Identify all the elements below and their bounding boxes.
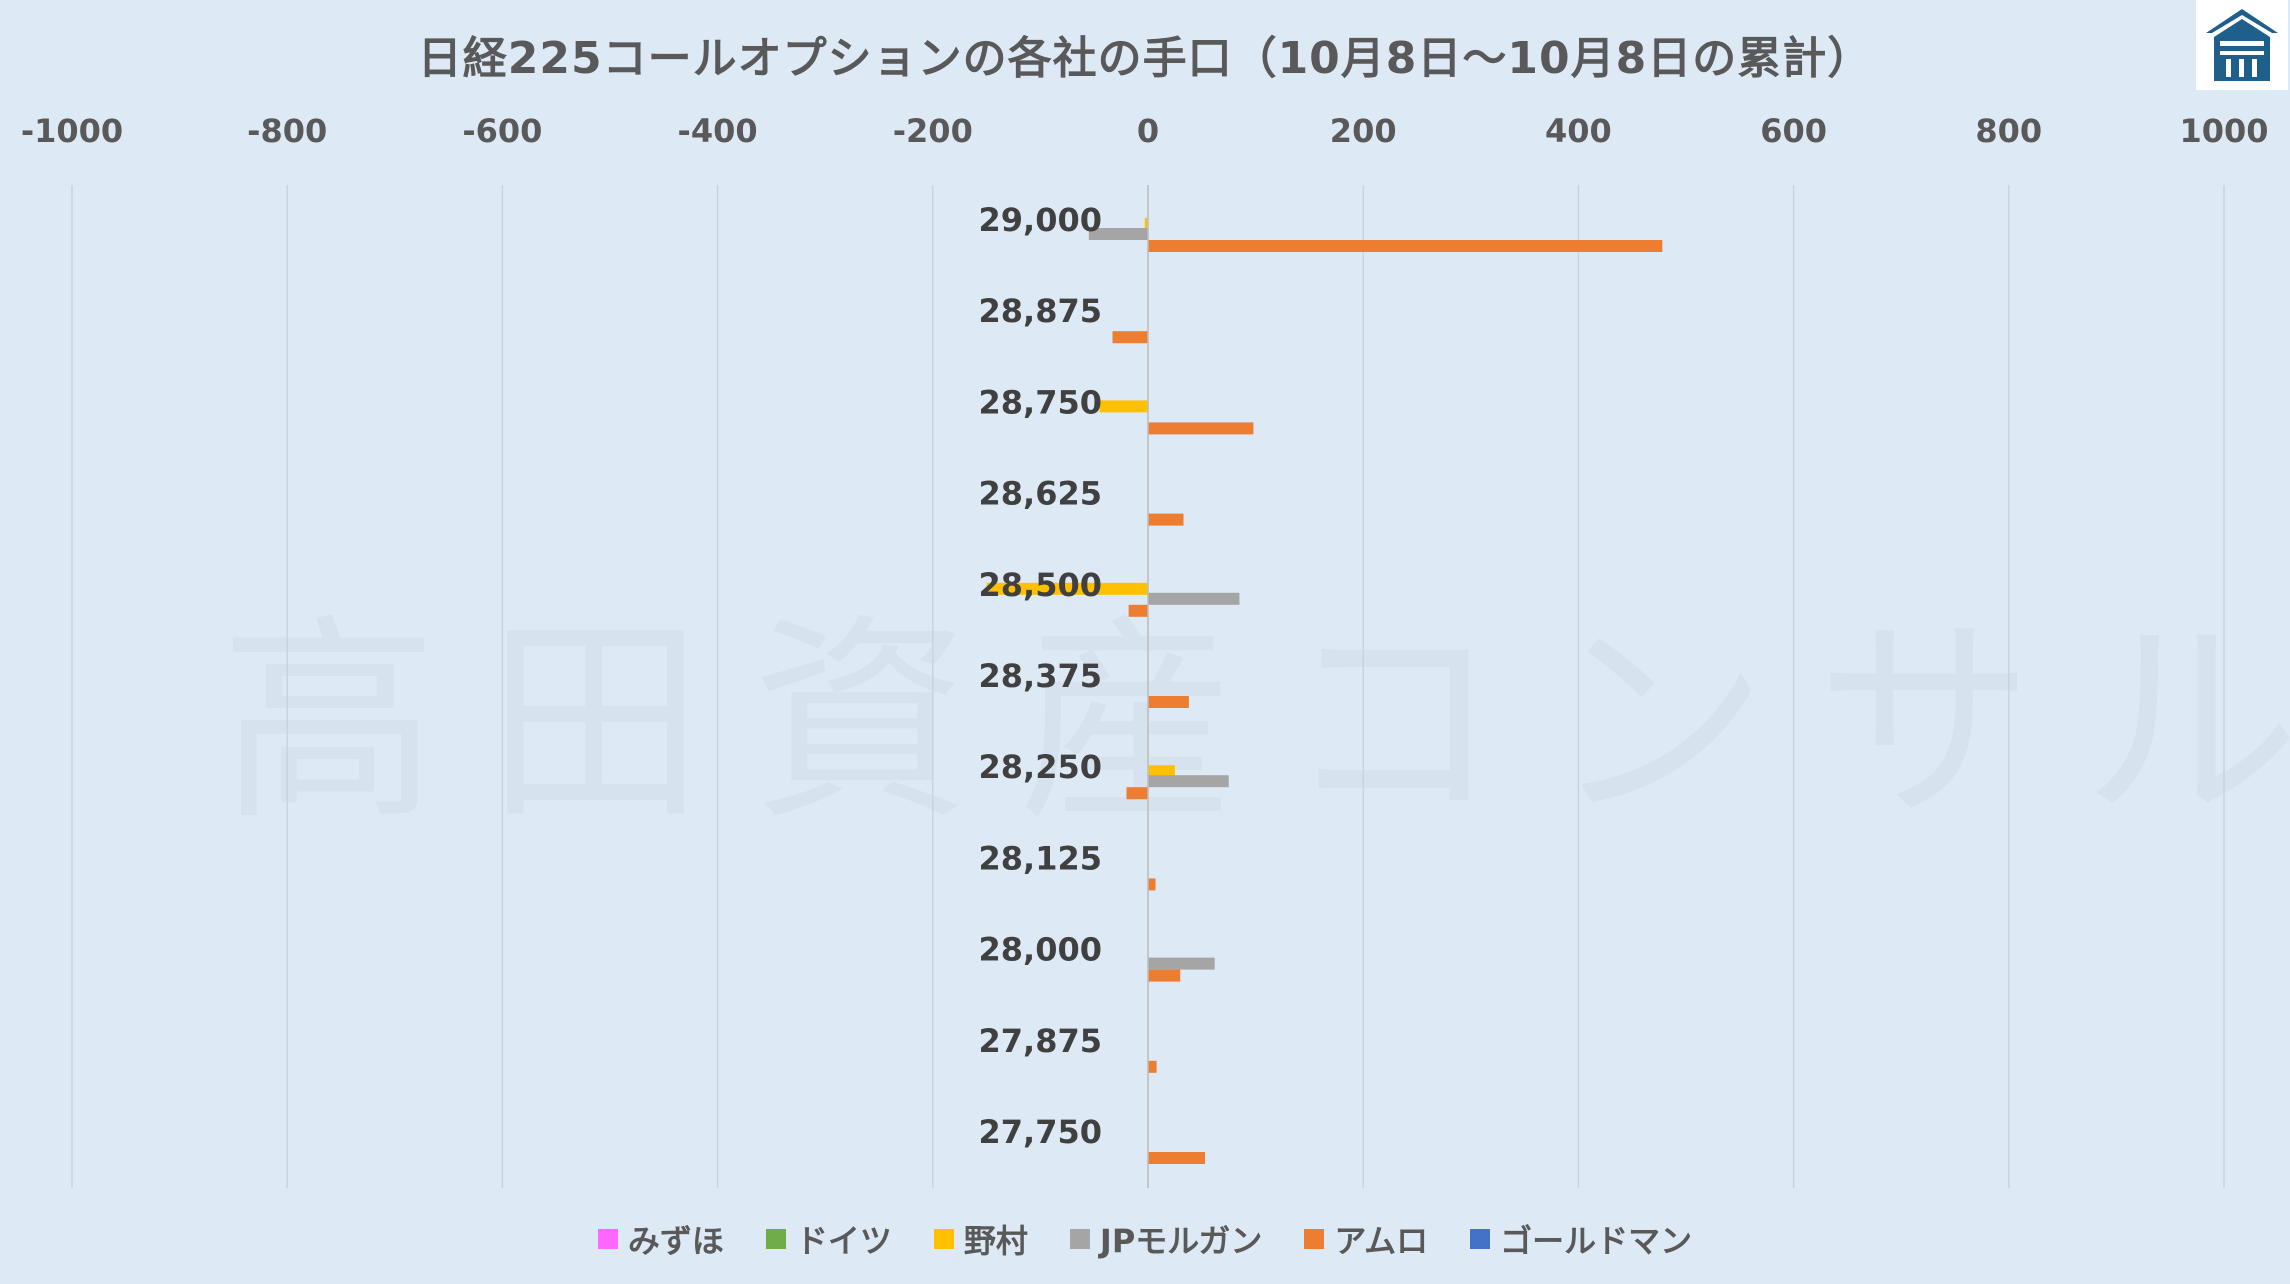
bar: [1128, 604, 1148, 617]
bar: [1148, 1060, 1157, 1073]
category-label: 28,500: [979, 566, 1102, 604]
watermark: 高田資産コンサル: [220, 597, 2290, 850]
bar: [1148, 765, 1175, 778]
x-tick-label: -600: [462, 112, 542, 150]
x-tick-label: -1000: [21, 112, 123, 150]
category-label: 28,125: [979, 839, 1102, 877]
legend-label: アムロ: [1334, 1222, 1429, 1260]
legend-item: アムロ: [1304, 1216, 1428, 1262]
bar: [1148, 240, 1663, 252]
bar: [1148, 969, 1181, 982]
bar: [1148, 592, 1240, 605]
legend-label: 野村: [963, 1222, 1028, 1260]
bar: [1148, 878, 1156, 891]
category-label: 28,375: [979, 657, 1102, 695]
category-label: 28,875: [979, 292, 1102, 330]
x-tick-label: 0: [1137, 112, 1159, 150]
bar: [1148, 422, 1254, 435]
legend-label: JPモルガン: [1099, 1222, 1263, 1260]
category-label: 27,750: [979, 1113, 1102, 1151]
x-tick-label: 1000: [2179, 112, 2268, 150]
legend-label: ドイツ: [795, 1222, 892, 1260]
legend-label: ゴールドマン: [1500, 1222, 1693, 1260]
legend-swatch: [597, 1229, 618, 1249]
legend-item: 野村: [933, 1216, 1028, 1262]
category-label: 27,875: [979, 1022, 1102, 1060]
legend-item: ゴールドマン: [1470, 1216, 1692, 1262]
category-label: 28,750: [979, 383, 1102, 421]
bar: [1148, 1152, 1206, 1164]
x-tick-label: -400: [678, 112, 758, 150]
legend-swatch: [765, 1229, 786, 1249]
x-tick-label: 800: [1975, 112, 2042, 150]
legend-item: ドイツ: [765, 1216, 892, 1262]
bar: [1148, 957, 1215, 970]
bar: [1112, 331, 1148, 344]
category-label: 28,250: [979, 748, 1102, 786]
x-tick-label: 600: [1760, 112, 1827, 150]
category-label: 28,625: [979, 475, 1102, 513]
category-label: 29,000: [979, 201, 1102, 239]
legend-item: みずほ: [597, 1216, 724, 1262]
x-tick-label: 200: [1330, 112, 1397, 150]
legend: みずほ ドイツ 野村 JPモルガン アムロ ゴールドマン: [0, 1216, 2290, 1262]
legend-item: JPモルガン: [1069, 1216, 1263, 1262]
legend-label: みずほ: [627, 1222, 724, 1260]
legend-swatch: [1304, 1229, 1325, 1249]
bar: [1148, 513, 1184, 526]
bar: [1088, 228, 1148, 240]
x-tick-label: 400: [1545, 112, 1612, 150]
bar: [1126, 787, 1148, 800]
bar: [986, 582, 1148, 595]
bar: [1148, 696, 1189, 708]
bar: [1099, 400, 1148, 413]
x-tick-label: -200: [893, 112, 973, 150]
bar: [1148, 775, 1229, 788]
category-label: 28,000: [979, 931, 1102, 969]
chart-title: 日経225コールオプションの各社の手口（10月8日～10月8日の累計）: [417, 33, 1873, 84]
legend-swatch: [1470, 1229, 1491, 1249]
bar: [1144, 218, 1148, 230]
x-tick-label: -800: [247, 112, 327, 150]
legend-swatch: [933, 1229, 954, 1249]
house-icon: [2206, 9, 2278, 81]
legend-swatch: [1069, 1229, 1090, 1249]
logo-icon: [2196, 0, 2288, 90]
